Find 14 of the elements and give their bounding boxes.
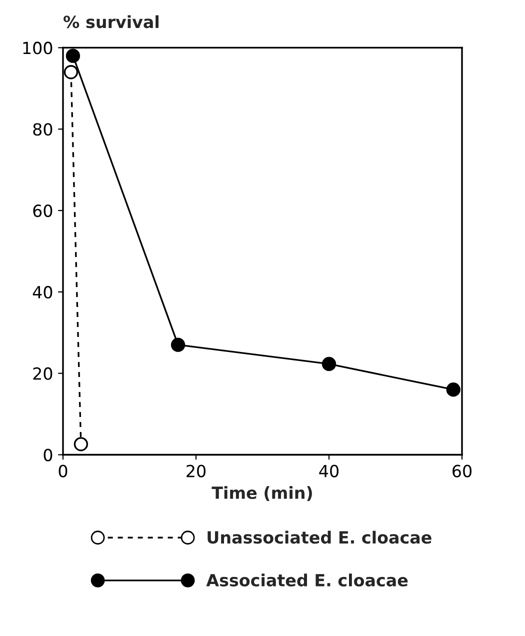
x-tick-label: 0 xyxy=(58,464,68,478)
x-axis-title: Time (min) xyxy=(212,486,312,502)
y-tick-label: 20 xyxy=(33,367,52,380)
y-tick-label: 40 xyxy=(32,286,52,298)
legend-label: Associated E. cloacae xyxy=(206,574,408,586)
legend-label: Unassociated E. cloacae xyxy=(208,530,432,544)
y-tick-label: 0 xyxy=(44,448,52,462)
x-tick-label: 40 xyxy=(319,464,338,478)
y-tick-label: 100 xyxy=(23,42,52,54)
y-tick-label: 60 xyxy=(33,204,52,218)
y-tick-label: 80 xyxy=(33,123,52,136)
x-tick-label: 20 xyxy=(186,464,206,478)
x-tick-label: 60 xyxy=(452,464,472,478)
y-axis-title: % survival xyxy=(64,15,159,28)
